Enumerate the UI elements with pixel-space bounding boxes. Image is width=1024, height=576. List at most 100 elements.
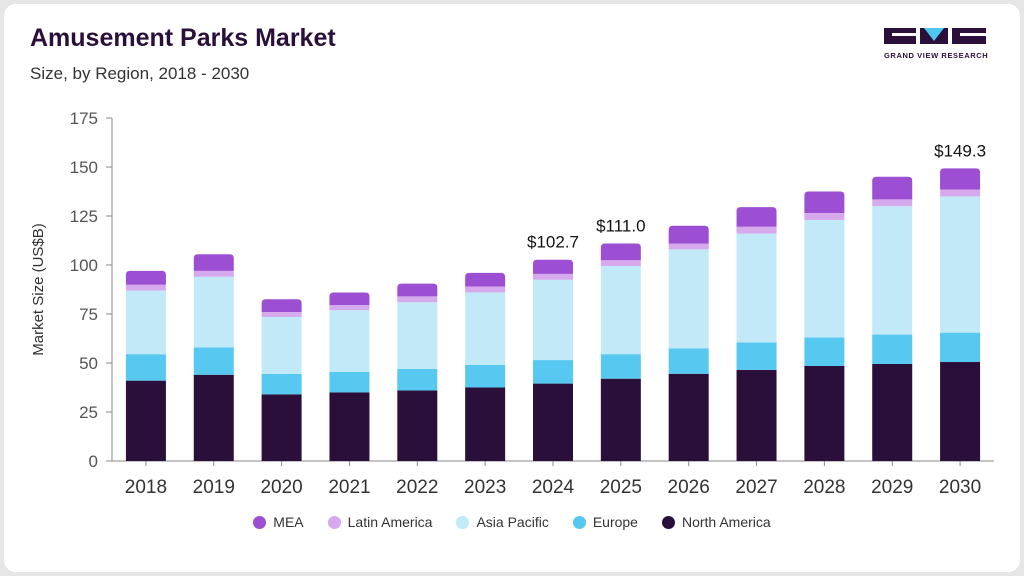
legend-label: Asia Pacific [476, 514, 549, 530]
x-tick-label: 2021 [328, 477, 370, 498]
bar-segment-asia-pacific-2029 [872, 206, 913, 335]
bar-segment-latin-america-2028 [804, 213, 845, 220]
x-tick-label: 2020 [260, 477, 302, 498]
legend-item-asia-pacific: Asia Pacific [456, 514, 549, 530]
x-tick-label: 2030 [939, 477, 981, 498]
bar-segment-europe-2023 [465, 364, 506, 388]
chart-subtitle: Size, by Region, 2018 - 2030 [30, 64, 250, 83]
bar-segment-mea-2030 [940, 168, 981, 190]
bar-segment-latin-america-2027 [736, 226, 777, 234]
chart-title: Amusement Parks Market [30, 24, 336, 52]
x-tick-label: 2026 [668, 477, 710, 498]
bar-segment-north-america-2025 [600, 378, 641, 461]
bar-segment-latin-america-2023 [465, 286, 506, 293]
bar-segment-asia-pacific-2024 [533, 279, 573, 361]
bar-segment-north-america-2022 [397, 390, 438, 461]
y-tick-label: 175 [70, 109, 98, 128]
y-tick-label: 75 [79, 305, 98, 324]
bar-segment-asia-pacific-2019 [193, 276, 234, 348]
bar-segment-europe-2027 [736, 342, 777, 370]
legend-swatch [661, 515, 675, 529]
legend-item-north-america: North America [661, 514, 771, 530]
bar-segment-north-america-2027 [736, 369, 777, 461]
legend-label: Europe [592, 514, 638, 530]
y-tick-label: 25 [79, 403, 98, 422]
bar-segment-latin-america-2026 [668, 243, 709, 250]
legend-label: North America [681, 514, 771, 530]
bar-segment-mea-2020 [261, 299, 302, 313]
x-tick-label: 2028 [803, 477, 845, 498]
bar-segment-latin-america-2018 [125, 284, 166, 291]
bar-segment-north-america-2020 [261, 394, 302, 461]
x-tick-label: 2025 [600, 477, 642, 498]
legend-label: MEA [273, 514, 304, 530]
bar-segment-latin-america-2024 [533, 273, 573, 280]
x-tick-label: 2018 [125, 477, 167, 498]
y-axis-label: Market Size (US$B) [30, 223, 47, 356]
bar-segment-north-america-2018 [125, 380, 166, 461]
bar-segment-north-america-2028 [804, 365, 845, 461]
chart-legend: MEA Latin America Asia Pacific Europe North … [0, 514, 1024, 530]
bar-segment-asia-pacific-2020 [261, 316, 302, 374]
legend-swatch [327, 515, 341, 529]
legend-swatch [456, 515, 470, 529]
logo-text: GRAND VIEW RESEARCH [884, 51, 989, 60]
legend-item-europe: Europe [572, 514, 638, 530]
bar-segment-asia-pacific-2026 [668, 249, 709, 349]
bar-segment-north-america-2030 [940, 362, 981, 461]
x-tick-label: 2023 [464, 477, 506, 498]
legend-swatch [253, 515, 267, 529]
bar-segment-mea-2022 [397, 283, 438, 297]
bar-segment-north-america-2019 [193, 374, 234, 461]
bar-segment-mea-2021 [329, 292, 370, 306]
bar-segment-mea-2019 [193, 254, 234, 271]
bar-segment-asia-pacific-2023 [465, 292, 506, 365]
bar-segment-north-america-2023 [465, 387, 506, 461]
bar-segment-north-america-2026 [668, 373, 709, 461]
bar-segment-europe-2018 [125, 354, 166, 381]
chart-card [4, 4, 1020, 572]
bar-segment-asia-pacific-2022 [397, 302, 438, 369]
bar-segment-north-america-2024 [533, 383, 573, 461]
bar-segment-asia-pacific-2025 [600, 265, 641, 355]
legend-item-latin-america: Latin America [327, 514, 432, 530]
bar-segment-europe-2028 [804, 337, 845, 366]
bar-segment-europe-2022 [397, 368, 438, 391]
bar-segment-mea-2026 [668, 225, 709, 244]
bar-segment-latin-america-2019 [193, 270, 234, 277]
x-tick-label: 2022 [396, 477, 438, 498]
bar-segment-asia-pacific-2030 [940, 196, 981, 333]
bar-segment-mea-2023 [465, 272, 506, 287]
x-tick-label: 2027 [735, 477, 777, 498]
bar-segment-mea-2018 [125, 270, 166, 285]
data-label-2030: $149.3 [934, 141, 986, 160]
bar-segment-latin-america-2020 [261, 312, 302, 317]
bar-segment-mea-2027 [736, 207, 777, 227]
bar-segment-mea-2025 [600, 243, 641, 261]
y-tick-label: 0 [89, 452, 98, 471]
x-tick-label: 2029 [871, 477, 913, 498]
bar-segment-north-america-2029 [872, 363, 913, 461]
y-tick-label: 100 [70, 256, 98, 275]
bar-segment-north-america-2021 [329, 392, 370, 461]
bar-segment-asia-pacific-2028 [804, 219, 845, 338]
bar-segment-latin-america-2030 [940, 189, 981, 197]
bar-segment-europe-2021 [329, 371, 370, 393]
bar-segment-latin-america-2022 [397, 296, 438, 303]
bar-segment-latin-america-2029 [872, 199, 913, 207]
bar-segment-latin-america-2021 [329, 305, 370, 311]
bar-segment-europe-2024 [533, 360, 573, 384]
y-tick-label: 50 [79, 354, 98, 373]
bar-segment-europe-2029 [872, 334, 913, 364]
bar-segment-mea-2028 [804, 191, 845, 214]
bar-segment-europe-2025 [600, 354, 641, 379]
y-tick-label: 125 [70, 207, 98, 226]
legend-swatch [572, 515, 586, 529]
bar-segment-asia-pacific-2018 [125, 290, 166, 355]
bar-segment-latin-america-2025 [600, 260, 641, 266]
bar-segment-asia-pacific-2027 [736, 233, 777, 343]
bar-segment-europe-2020 [261, 373, 302, 395]
bar-segment-mea-2029 [872, 176, 913, 200]
bar-segment-europe-2026 [668, 348, 709, 374]
